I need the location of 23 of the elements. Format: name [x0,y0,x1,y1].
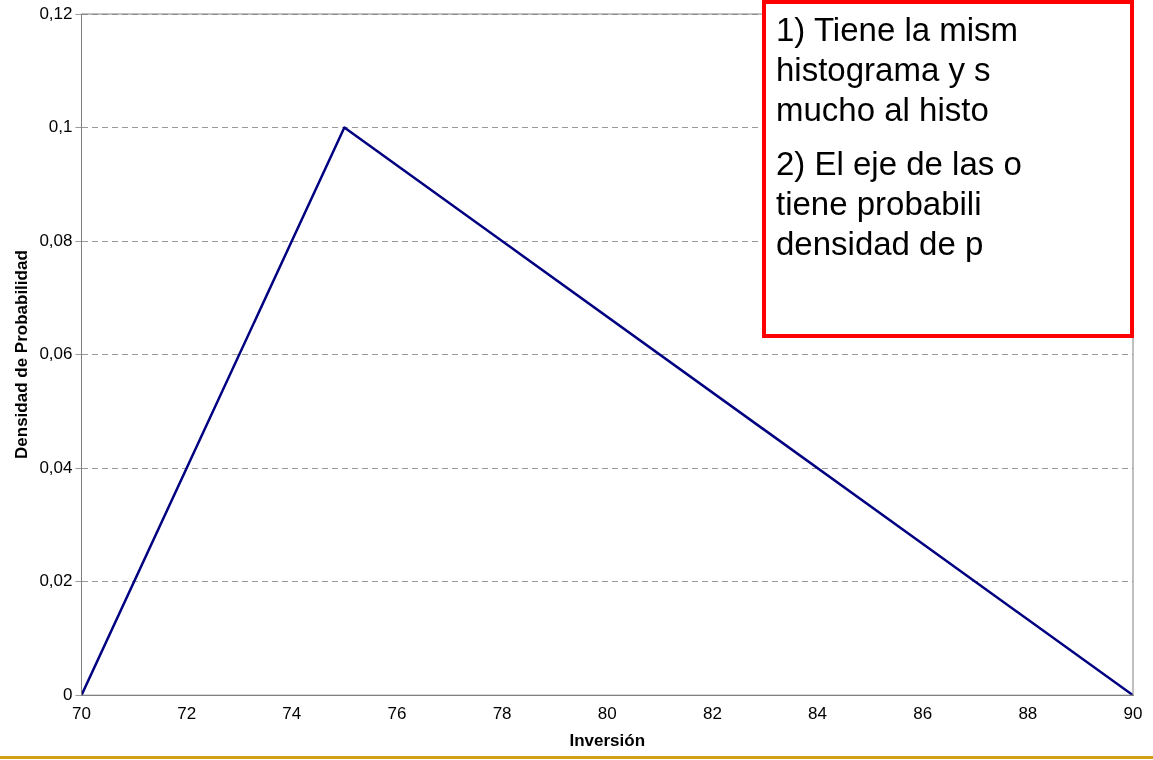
y-tick-label: 0 [63,684,73,704]
y-axis-title: Densidad de Probabilidad [11,250,31,459]
y-tick-label: 0,12 [39,3,73,23]
y-tick-label: 0,06 [39,344,73,364]
x-tick-label: 84 [808,704,828,724]
callout-box: 1) Tiene la mism histograma y s mucho al histo 2) El eje de las o tiene probabili densidad de p [762,0,1134,338]
x-tick-label: 80 [597,704,617,724]
x-tick-label: 76 [387,704,407,724]
x-tick-label: 74 [282,704,302,724]
x-axis-title: Inversión [569,731,646,751]
annotation: 1) Tiene la mism histograma y s mucho al histo [776,10,1020,130]
y-tick-label: 0,04 [39,457,73,477]
y-tick-label: 0,08 [39,230,73,250]
x-tick-label: 90 [1123,704,1143,724]
x-tick-label: 72 [177,704,197,724]
x-tick-label: 88 [1018,704,1038,724]
y-tick-label: 0,1 [48,117,73,137]
x-tick-label: 82 [702,704,722,724]
x-tick-label: 70 [72,704,91,724]
x-tick-label: 86 [913,704,933,724]
annotation: 2) El eje de las o tiene probabili densidad de p [776,144,1023,264]
y-tick-label: 0,02 [39,571,73,591]
x-tick-label: 78 [492,704,512,724]
